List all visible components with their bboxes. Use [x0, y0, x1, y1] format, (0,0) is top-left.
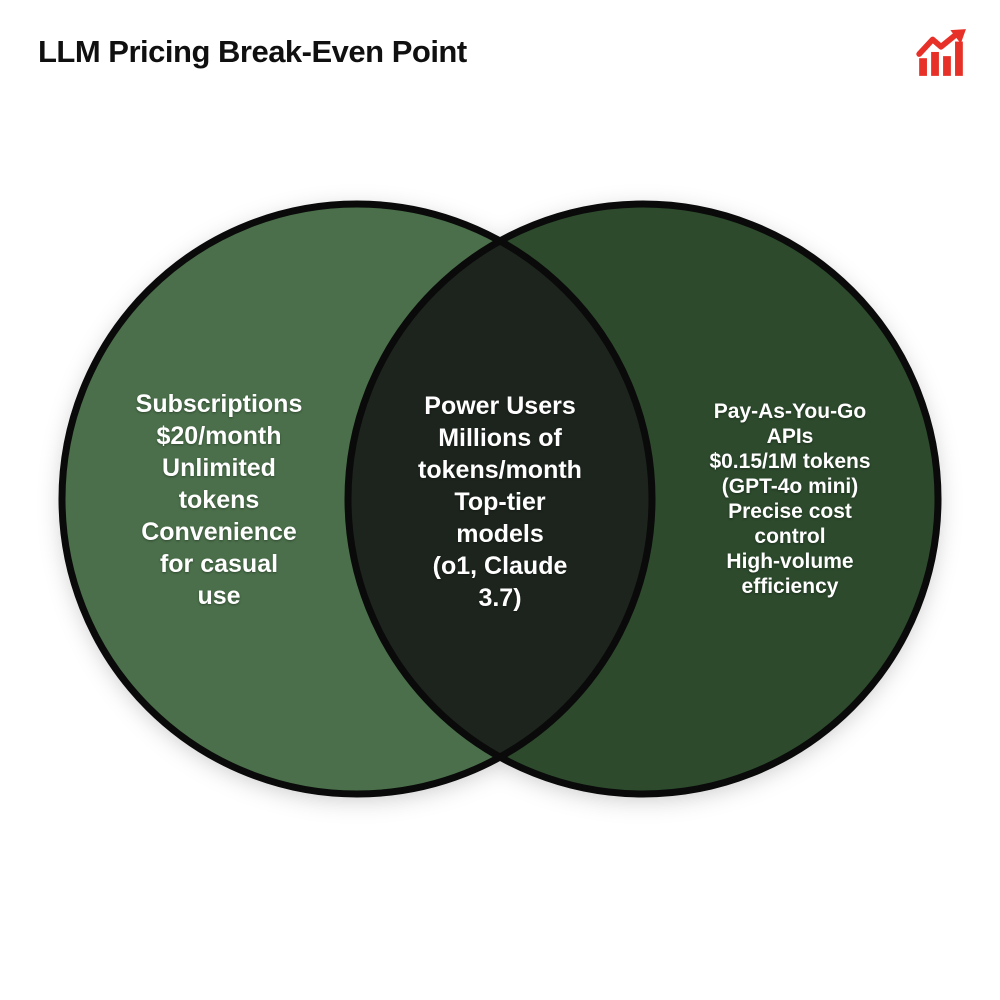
trend-chart-icon [916, 29, 966, 76]
left-circle-outline [58, 200, 656, 798]
overlap-region [348, 204, 652, 794]
page-title: LLM Pricing Break-Even Point [38, 34, 467, 69]
left-set-label: Subscriptions $20/month Unlimited tokens… [135, 390, 303, 610]
right-set-label: Pay-As-You-Go APIs $0.15/1M tokens (GPT-… [709, 400, 871, 598]
overlap-set-label: Power Users Millions of tokens/month Top… [418, 392, 582, 612]
right-circle-outline [344, 200, 942, 798]
